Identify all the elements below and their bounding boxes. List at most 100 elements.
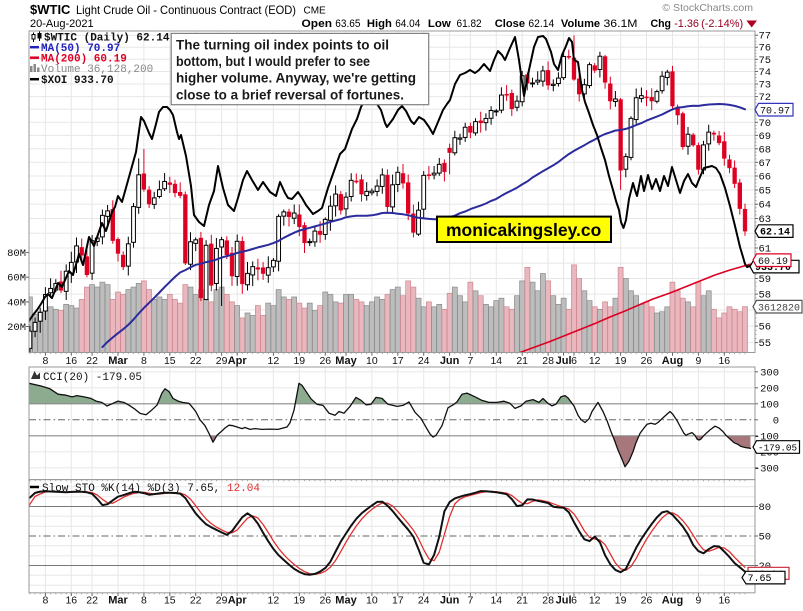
svg-text:Slow STO %K(14) %D(3) 7.65,: Slow STO %K(14) %D(3) 7.65, xyxy=(42,483,220,495)
svg-text:75: 75 xyxy=(759,55,772,67)
svg-text:-179.05: -179.05 xyxy=(758,443,797,454)
svg-text:May: May xyxy=(335,595,357,607)
svg-text:63: 63 xyxy=(759,214,772,226)
svg-text:69: 69 xyxy=(759,131,772,143)
svg-text:Close: Close xyxy=(495,18,525,30)
svg-text:Apr: Apr xyxy=(228,595,248,607)
svg-text:73: 73 xyxy=(759,80,772,92)
svg-text:7: 7 xyxy=(467,595,473,607)
svg-text:22: 22 xyxy=(86,595,98,607)
svg-text:8: 8 xyxy=(141,355,147,367)
svg-text:bottom, but I would prefer to: bottom, but I would prefer to see xyxy=(176,54,370,69)
svg-text:© StockCharts.com: © StockCharts.com xyxy=(662,2,753,14)
svg-text:12: 12 xyxy=(268,595,280,607)
svg-text:14: 14 xyxy=(490,355,502,367)
svg-text:77: 77 xyxy=(759,31,772,43)
svg-text:0: 0 xyxy=(773,415,779,427)
svg-text:21: 21 xyxy=(516,595,528,607)
svg-text:12: 12 xyxy=(589,355,601,367)
svg-text:62.14: 62.14 xyxy=(760,228,790,239)
svg-text:300: 300 xyxy=(760,367,779,379)
svg-text:3612820: 3612820 xyxy=(758,303,800,314)
svg-text:60.19: 60.19 xyxy=(758,257,788,268)
svg-text:74: 74 xyxy=(759,67,772,79)
svg-text:Jun: Jun xyxy=(440,355,460,367)
svg-text:61: 61 xyxy=(759,244,772,256)
svg-text:19: 19 xyxy=(293,595,305,607)
svg-text:19: 19 xyxy=(293,355,305,367)
svg-text:MA(200) 60.19: MA(200) 60.19 xyxy=(41,53,127,65)
svg-text:9: 9 xyxy=(695,355,701,367)
svg-text:26: 26 xyxy=(641,355,653,367)
svg-text:12: 12 xyxy=(589,595,601,607)
svg-text:Apr: Apr xyxy=(228,355,248,367)
svg-text:36.1M: 36.1M xyxy=(604,18,638,30)
svg-text:20-Aug-2021: 20-Aug-2021 xyxy=(30,18,94,30)
svg-text:17: 17 xyxy=(392,595,404,607)
svg-text:16: 16 xyxy=(65,355,77,367)
svg-text:$WTIC: $WTIC xyxy=(30,2,71,17)
svg-text:65: 65 xyxy=(759,186,772,198)
svg-text:6: 6 xyxy=(571,595,577,607)
svg-text:26: 26 xyxy=(641,595,653,607)
svg-text:12: 12 xyxy=(268,355,280,367)
svg-text:Volume: Volume xyxy=(561,18,600,30)
svg-text:70: 70 xyxy=(759,118,772,130)
svg-text:21: 21 xyxy=(516,355,528,367)
svg-text:63.65: 63.65 xyxy=(335,18,360,30)
svg-text:10: 10 xyxy=(366,355,378,367)
svg-text:15: 15 xyxy=(164,355,176,367)
svg-text:Volume 36,128,200: Volume 36,128,200 xyxy=(41,64,153,76)
svg-text:CCI(20) -179.05: CCI(20) -179.05 xyxy=(43,372,142,384)
svg-text:10: 10 xyxy=(366,595,378,607)
svg-text:29: 29 xyxy=(216,595,228,607)
svg-text:higher volume. Anyway, we're g: higher volume. Anyway, we're getting xyxy=(176,71,416,86)
svg-text:Aug: Aug xyxy=(662,355,683,367)
svg-text:56: 56 xyxy=(759,322,772,334)
svg-text:76: 76 xyxy=(759,43,772,55)
svg-text:6: 6 xyxy=(571,355,577,367)
svg-text:7: 7 xyxy=(467,355,473,367)
svg-text:24: 24 xyxy=(418,355,430,367)
svg-text:-1.36: -1.36 xyxy=(674,18,699,30)
svg-text:64.04: 64.04 xyxy=(395,18,420,30)
svg-text:22: 22 xyxy=(86,355,98,367)
svg-text:Chg: Chg xyxy=(651,18,672,30)
svg-text:58: 58 xyxy=(759,290,772,302)
svg-text:$XOI 933.70: $XOI 933.70 xyxy=(41,75,114,87)
svg-text:16: 16 xyxy=(718,355,730,367)
svg-text:Mar: Mar xyxy=(108,595,128,607)
svg-text:66: 66 xyxy=(759,172,772,184)
svg-text:14: 14 xyxy=(490,595,502,607)
svg-text:-300: -300 xyxy=(754,463,779,475)
svg-text:8: 8 xyxy=(42,355,48,367)
svg-text:Aug: Aug xyxy=(662,595,683,607)
svg-text:16: 16 xyxy=(718,595,730,607)
svg-text:67: 67 xyxy=(759,158,772,170)
svg-text:70.97: 70.97 xyxy=(760,106,790,117)
svg-text:MA(50) 70.97: MA(50) 70.97 xyxy=(41,43,120,55)
svg-text:24: 24 xyxy=(418,595,430,607)
svg-text:Jul: Jul xyxy=(556,595,572,607)
svg-text:80M: 80M xyxy=(7,248,26,260)
svg-text:$WTIC (Daily) 62.14: $WTIC (Daily) 62.14 xyxy=(44,33,170,45)
svg-text:80: 80 xyxy=(759,502,772,514)
svg-text:May: May xyxy=(335,355,357,367)
svg-text:(-2.14%): (-2.14%) xyxy=(701,18,743,30)
svg-text:72: 72 xyxy=(759,92,772,104)
svg-text:12.04: 12.04 xyxy=(227,483,260,495)
svg-text:Jun: Jun xyxy=(440,595,460,607)
svg-text:62.14: 62.14 xyxy=(528,18,554,30)
svg-text:The turning oil index points t: The turning oil index points to oil xyxy=(176,38,389,53)
svg-text:19: 19 xyxy=(615,355,627,367)
svg-text:933.70: 933.70 xyxy=(755,263,791,274)
svg-text:68: 68 xyxy=(759,144,772,156)
svg-text:Light Crude Oil - Continuous C: Light Crude Oil - Continuous Contract (E… xyxy=(76,3,296,17)
svg-text:close to a brief reversal of f: close to a brief reversal of fortunes. xyxy=(176,87,404,102)
svg-text:28: 28 xyxy=(542,355,554,367)
svg-text:40M: 40M xyxy=(7,297,26,309)
svg-text:19: 19 xyxy=(615,595,627,607)
svg-text:22: 22 xyxy=(190,595,202,607)
svg-text:7.65: 7.65 xyxy=(748,574,772,585)
svg-text:16: 16 xyxy=(65,595,77,607)
